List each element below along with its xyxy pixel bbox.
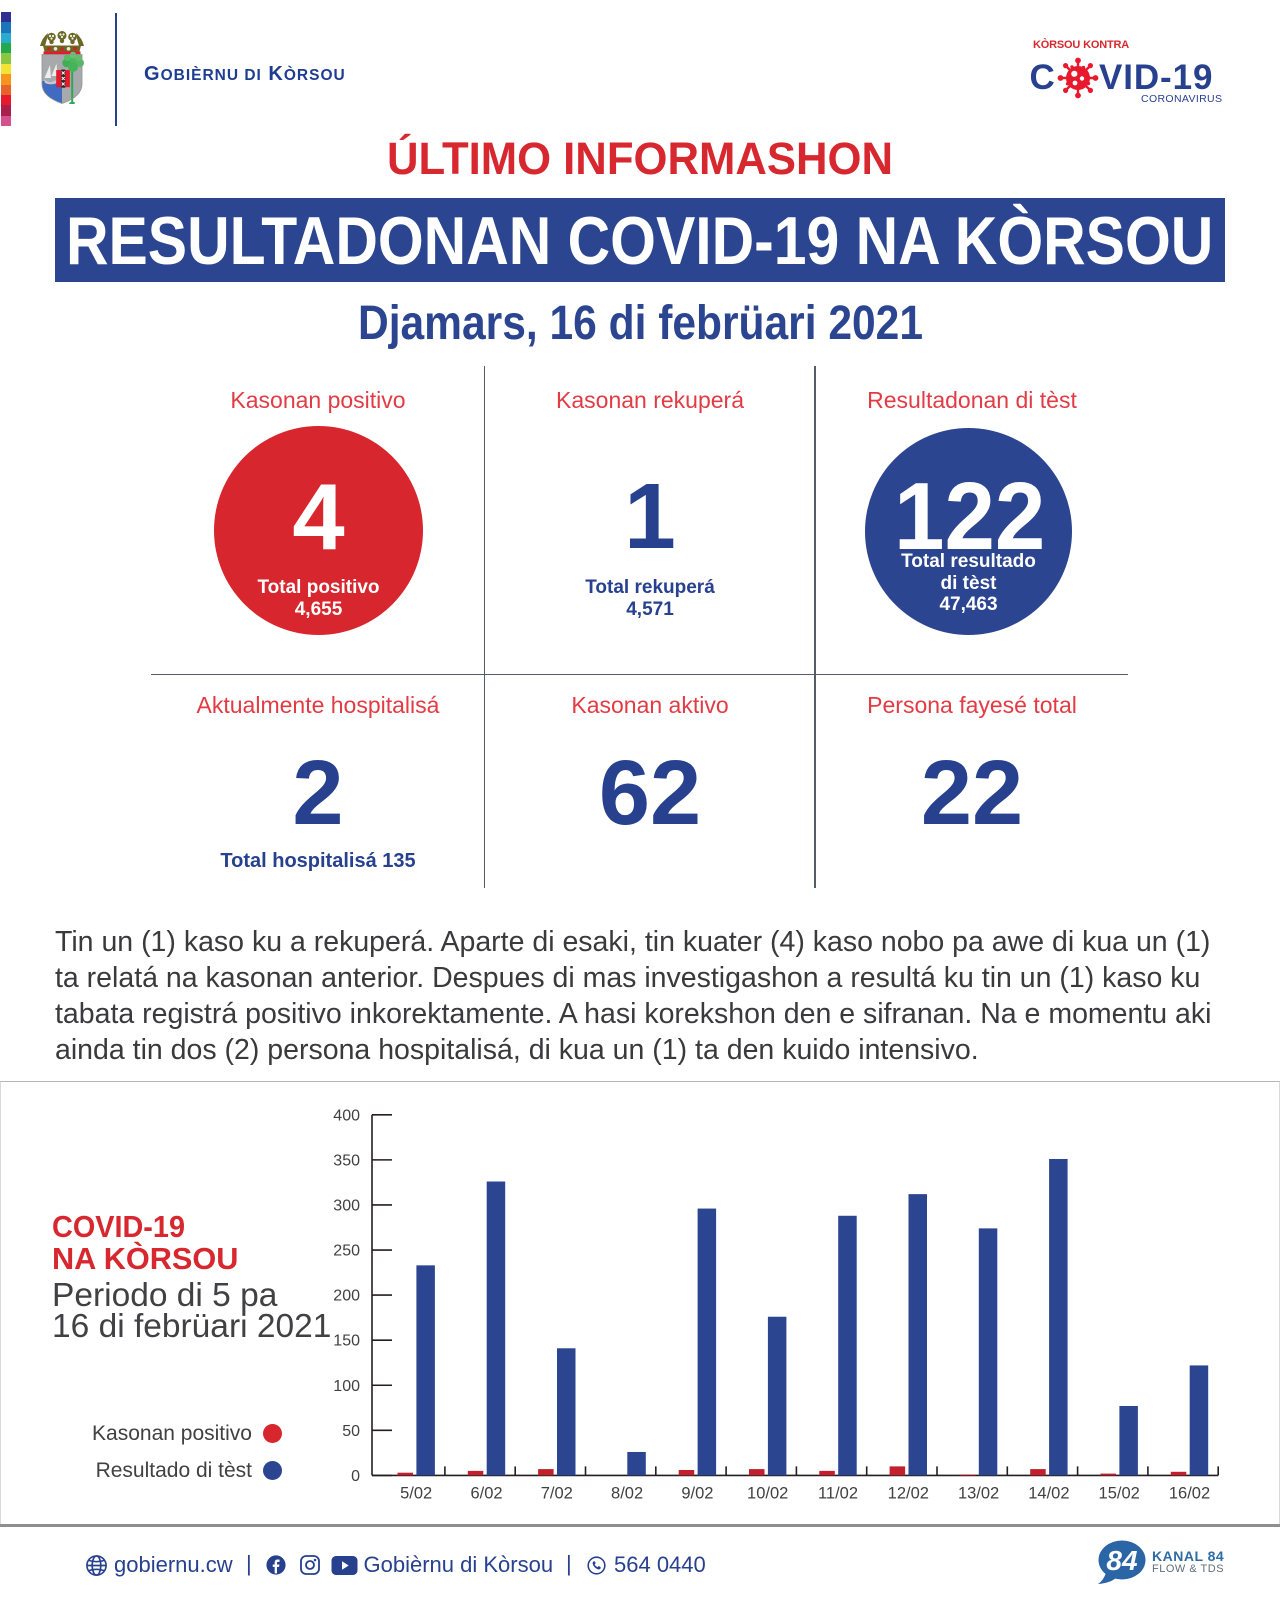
svg-text:15/02: 15/02 — [1099, 1484, 1140, 1502]
svg-text:8/02: 8/02 — [611, 1484, 643, 1502]
svg-text:14/02: 14/02 — [1028, 1484, 1069, 1502]
svg-text:9/02: 9/02 — [681, 1484, 713, 1502]
svg-text:16/02: 16/02 — [1169, 1484, 1210, 1502]
svg-text:0: 0 — [351, 1468, 360, 1485]
svg-text:12/02: 12/02 — [888, 1484, 929, 1502]
svg-text:11/02: 11/02 — [818, 1484, 858, 1502]
svg-text:10/02: 10/02 — [747, 1484, 788, 1502]
svg-text:300: 300 — [333, 1197, 360, 1214]
svg-text:5/02: 5/02 — [400, 1484, 432, 1502]
svg-text:7/02: 7/02 — [541, 1484, 573, 1502]
svg-text:400: 400 — [333, 1107, 360, 1124]
svg-text:350: 350 — [333, 1152, 360, 1169]
svg-text:200: 200 — [333, 1288, 360, 1305]
svg-text:6/02: 6/02 — [470, 1484, 502, 1502]
svg-text:150: 150 — [333, 1333, 360, 1350]
svg-text:84: 84 — [1106, 1545, 1138, 1576]
svg-text:250: 250 — [333, 1243, 360, 1260]
svg-text:13/02: 13/02 — [958, 1484, 999, 1502]
svg-text:50: 50 — [342, 1423, 360, 1440]
svg-text:100: 100 — [333, 1378, 360, 1395]
